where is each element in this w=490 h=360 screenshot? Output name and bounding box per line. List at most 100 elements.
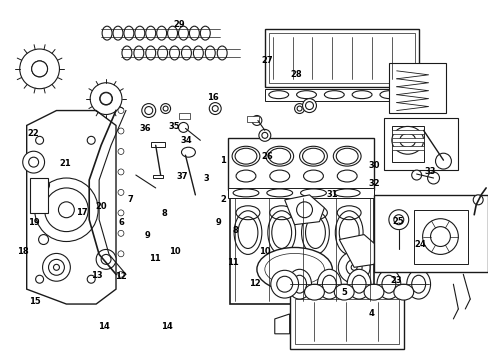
Circle shape [29, 157, 39, 167]
Text: 27: 27 [261, 56, 273, 65]
Text: 13: 13 [91, 271, 102, 280]
Circle shape [87, 136, 95, 144]
Circle shape [443, 231, 467, 255]
Circle shape [142, 104, 156, 117]
Circle shape [296, 202, 313, 218]
Circle shape [209, 103, 221, 114]
Ellipse shape [324, 91, 344, 99]
Ellipse shape [407, 269, 431, 299]
Circle shape [118, 189, 124, 195]
Circle shape [118, 251, 124, 257]
Text: 1: 1 [220, 156, 226, 165]
Circle shape [302, 99, 317, 113]
Ellipse shape [380, 91, 400, 99]
Text: 14: 14 [98, 322, 110, 331]
Bar [228, 188, 374, 198]
Ellipse shape [412, 275, 426, 293]
Circle shape [447, 235, 464, 251]
Ellipse shape [335, 211, 363, 255]
Circle shape [428, 172, 440, 184]
Circle shape [422, 219, 458, 255]
Bar [392, 146, 424, 150]
Circle shape [394, 215, 404, 225]
Text: 18: 18 [18, 247, 29, 256]
Circle shape [351, 264, 357, 270]
Ellipse shape [322, 275, 336, 293]
Ellipse shape [293, 275, 307, 293]
Text: 32: 32 [368, 179, 380, 188]
Ellipse shape [134, 46, 144, 60]
Text: 14: 14 [161, 322, 173, 331]
Text: 9: 9 [145, 231, 150, 240]
Ellipse shape [269, 91, 289, 99]
Ellipse shape [157, 26, 167, 40]
Circle shape [35, 178, 98, 242]
Ellipse shape [305, 284, 324, 300]
Ellipse shape [124, 26, 134, 40]
Ellipse shape [257, 247, 332, 291]
Text: 12: 12 [115, 272, 127, 281]
Circle shape [58, 202, 74, 218]
Ellipse shape [158, 46, 168, 60]
Ellipse shape [392, 126, 424, 154]
Circle shape [118, 210, 124, 216]
Circle shape [45, 188, 88, 231]
Circle shape [39, 235, 49, 244]
Bar [389, 63, 446, 113]
Text: 12: 12 [249, 279, 261, 288]
Bar [269, 33, 415, 83]
Text: 10: 10 [169, 247, 180, 256]
Circle shape [118, 271, 124, 277]
Text: 21: 21 [59, 159, 71, 168]
Polygon shape [285, 195, 324, 225]
Circle shape [306, 102, 314, 109]
Circle shape [446, 221, 465, 239]
Text: 4: 4 [368, 310, 374, 319]
Text: 11: 11 [149, 254, 161, 263]
Bar [384, 118, 458, 170]
Bar [392, 126, 424, 162]
Circle shape [36, 136, 44, 144]
Ellipse shape [217, 46, 227, 60]
Circle shape [297, 106, 302, 111]
Ellipse shape [266, 146, 294, 166]
Circle shape [252, 116, 262, 125]
Ellipse shape [233, 189, 259, 197]
Circle shape [96, 249, 116, 269]
Bar [178, 113, 191, 120]
Polygon shape [339, 235, 379, 267]
Text: 16: 16 [208, 93, 219, 102]
Ellipse shape [181, 46, 192, 60]
Circle shape [32, 61, 48, 77]
Text: 33: 33 [424, 167, 436, 176]
Text: 15: 15 [29, 297, 41, 306]
Ellipse shape [200, 26, 210, 40]
Circle shape [145, 107, 153, 114]
Text: 8: 8 [232, 225, 238, 234]
Circle shape [441, 216, 469, 243]
Text: 20: 20 [96, 202, 107, 211]
Circle shape [431, 227, 450, 247]
Ellipse shape [334, 189, 360, 197]
Text: 34: 34 [181, 136, 193, 145]
Text: 6: 6 [118, 219, 124, 228]
Ellipse shape [318, 269, 341, 299]
Text: 23: 23 [390, 275, 401, 284]
Bar [230, 195, 374, 304]
Ellipse shape [146, 26, 156, 40]
Ellipse shape [333, 146, 361, 166]
Circle shape [163, 106, 168, 111]
Circle shape [118, 108, 124, 113]
Ellipse shape [299, 146, 327, 166]
Text: 19: 19 [27, 219, 39, 228]
Circle shape [346, 260, 362, 275]
Circle shape [294, 104, 305, 113]
Bar [392, 130, 424, 134]
Text: 11: 11 [227, 258, 239, 267]
Text: 37: 37 [176, 172, 188, 181]
Circle shape [53, 264, 59, 270]
Bar [374, 195, 488, 272]
Bar [265, 29, 418, 87]
Ellipse shape [400, 133, 416, 147]
Circle shape [118, 169, 124, 175]
